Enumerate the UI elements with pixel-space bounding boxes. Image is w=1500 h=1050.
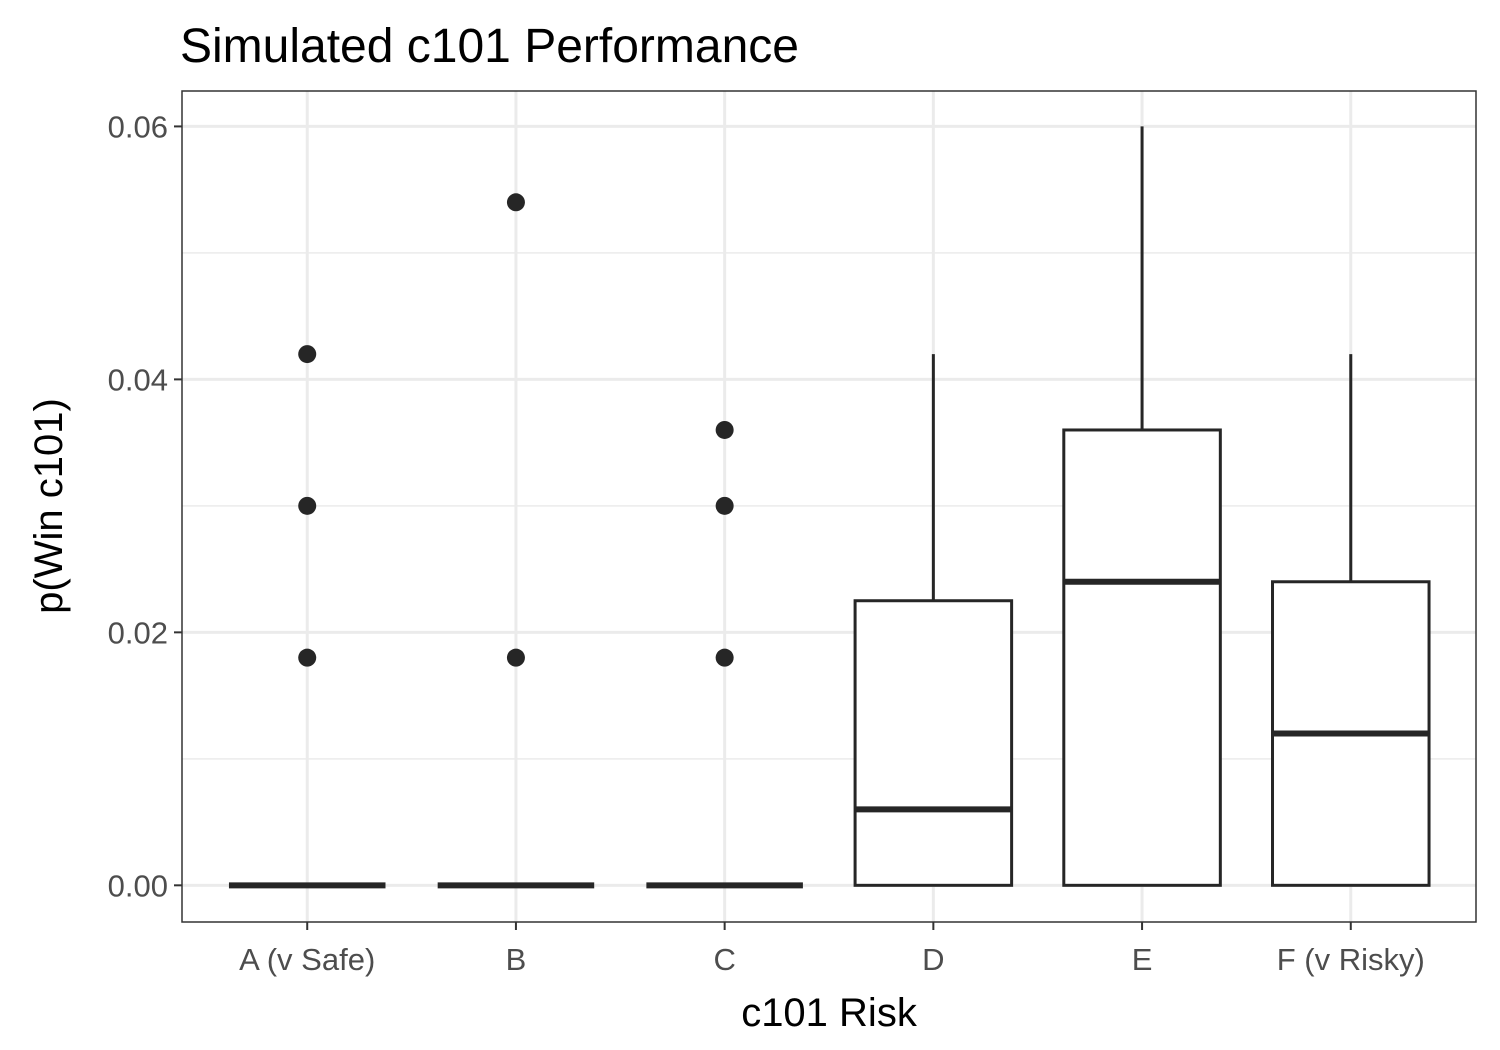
x-tick-label: A (v Safe) bbox=[239, 942, 375, 977]
y-axis-title: p(Win c101) bbox=[27, 398, 71, 614]
x-tick-label: D bbox=[922, 942, 944, 977]
panel-border bbox=[181, 90, 1477, 923]
x-tick-label: E bbox=[1132, 942, 1153, 977]
box bbox=[1062, 428, 1222, 887]
chart-title: Simulated c101 Performance bbox=[180, 20, 799, 73]
y-tick-label: 0.02 bbox=[108, 615, 168, 650]
box-group bbox=[853, 354, 1014, 887]
outlier-point bbox=[715, 648, 734, 667]
box-group bbox=[437, 193, 595, 889]
box-group bbox=[1062, 126, 1222, 887]
outlier-point bbox=[298, 345, 317, 364]
x-axis-title: c101 Risk bbox=[741, 991, 918, 1035]
box-group bbox=[228, 345, 386, 889]
outlier-point bbox=[506, 648, 525, 667]
box-group bbox=[646, 420, 803, 889]
y-tick-label: 0.06 bbox=[108, 109, 168, 144]
outlier-point bbox=[298, 648, 317, 667]
box bbox=[853, 599, 1014, 887]
outlier-point bbox=[298, 496, 317, 515]
axes: 0.00 0.02 0.04 0.06 A (v Safe) B C D E F (v Risky… bbox=[108, 109, 1425, 977]
x-tick-label: C bbox=[713, 942, 735, 977]
boxplot-layer bbox=[228, 126, 1431, 889]
y-tick-label: 0.00 bbox=[108, 868, 168, 903]
x-tick-label: B bbox=[506, 942, 527, 977]
y-tick-label: 0.04 bbox=[108, 362, 168, 397]
outlier-point bbox=[715, 496, 734, 515]
x-tick-label: F (v Risky) bbox=[1277, 942, 1425, 977]
outlier-point bbox=[506, 193, 525, 212]
outlier-point bbox=[715, 420, 734, 439]
box-group bbox=[1271, 354, 1431, 887]
